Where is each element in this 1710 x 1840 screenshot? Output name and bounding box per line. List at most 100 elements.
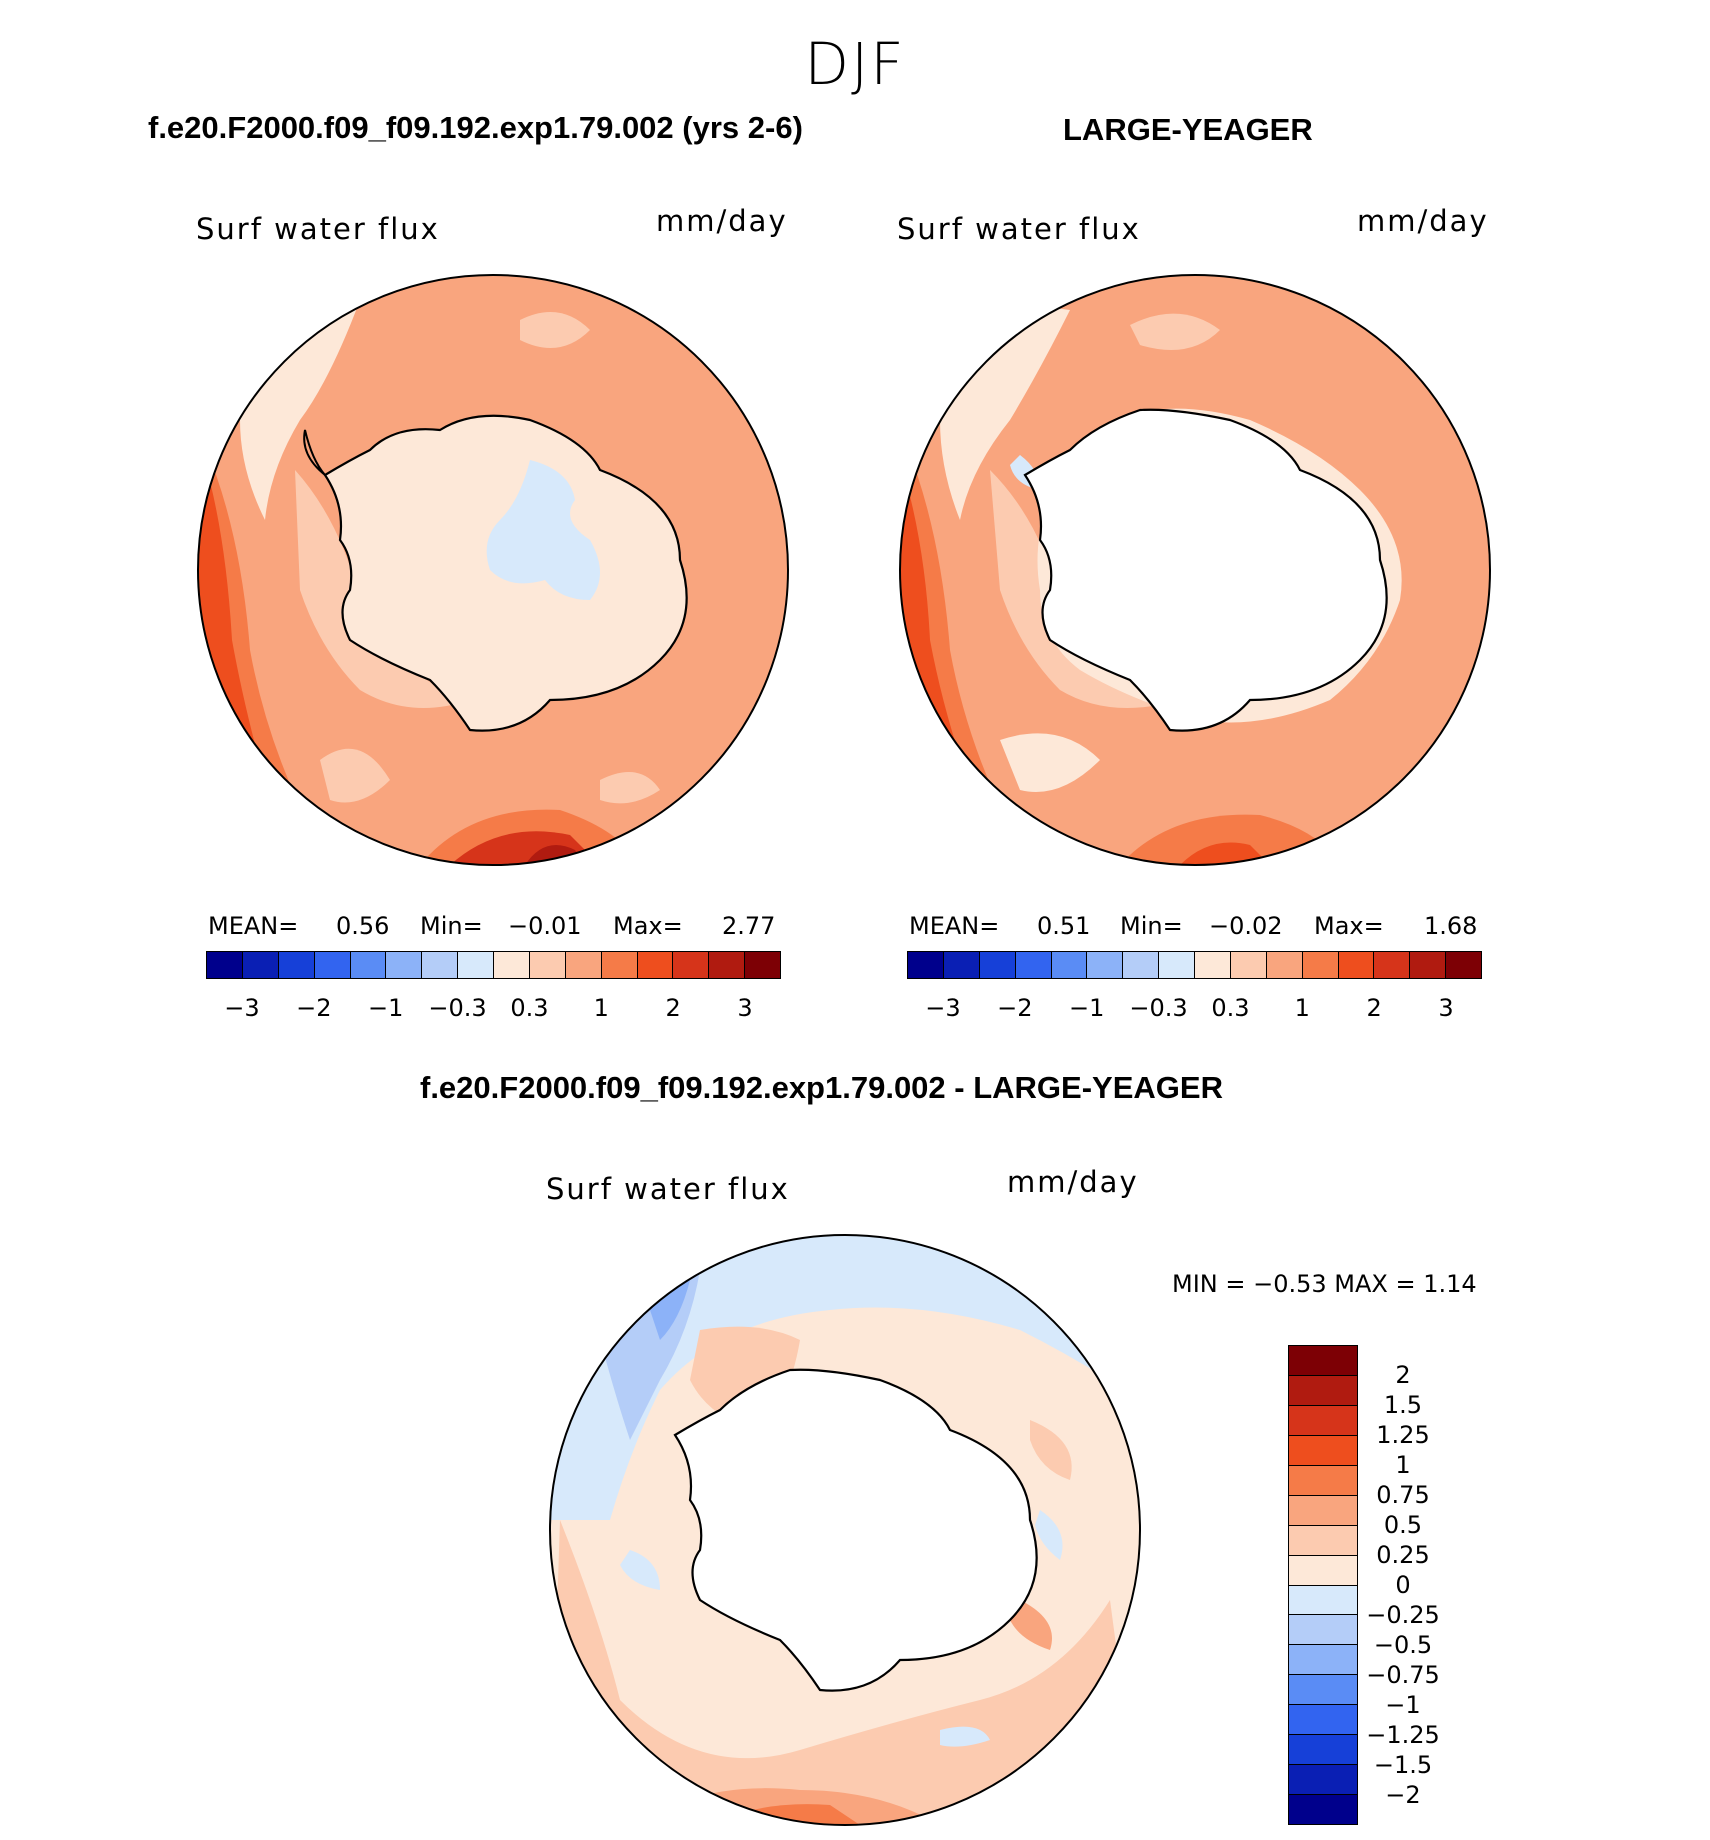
left-colorbar-swatch-5 [386,952,423,978]
diff-units-label: mm/day [1007,1165,1139,1199]
right-colorbar-swatch-9 [1230,952,1267,978]
difference-colorbar-tick-10: −0.75 [1366,1661,1440,1689]
left-colorbar-swatch-1 [242,952,279,978]
right-colorbar-tick-5: 1 [1295,994,1310,1022]
difference-colorbar-tick-6: 0.25 [1376,1541,1430,1569]
right-colorbar-ticks: −3 −2 −1 −0.3 0.3 1 2 3 [925,994,1453,1022]
left-colorbar-tick-6: 2 [666,994,681,1022]
right-min-label: Min= [1120,912,1183,940]
difference-colorbar-tick-14: −2 [1385,1781,1421,1809]
left-colorbar-swatch-0 [207,952,243,978]
left-colorbar-swatch-9 [529,952,566,978]
difference-colorbar-tick-11: −1 [1385,1691,1421,1719]
right-colorbar-tick-2: −1 [1069,994,1104,1022]
right-colorbar-swatch-14 [1410,952,1447,978]
right-units-label: mm/day [1357,204,1489,238]
left-colorbar-tick-0: −3 [224,994,259,1022]
difference-colorbar-swatch-15 [1289,1795,1357,1824]
left-colorbar-swatch-14 [709,952,746,978]
right-colorbar-swatch-10 [1266,952,1303,978]
left-colorbar-tick-1: −2 [296,994,331,1022]
left-mean-label: MEAN= [208,912,299,940]
difference-colorbar-swatch-4 [1289,1465,1357,1496]
difference-colorbar-swatch-3 [1289,1435,1357,1466]
difference-colorbar-swatch-2 [1289,1405,1357,1436]
right-min-value: −0.02 [1209,912,1283,940]
left-colorbar-swatch-11 [601,952,638,978]
difference-colorbar-swatch-13 [1289,1735,1357,1766]
difference-colorbar-swatch-11 [1289,1675,1357,1706]
left-colorbar-tick-7: 3 [737,994,752,1022]
left-min-label: Min= [420,912,483,940]
left-colorbar-ticks: −3 −2 −1 −0.3 0.3 1 2 3 [224,994,752,1022]
difference-colorbar-swatch-0 [1289,1346,1357,1376]
difference-colorbar-tick-7: 0 [1395,1571,1411,1599]
right-colorbar-swatch-6 [1123,952,1160,978]
left-colorbar-swatch-10 [565,952,602,978]
left-max-value: 2.77 [722,912,776,940]
difference-colorbar-swatch-10 [1289,1645,1357,1676]
right-panel-title: LARGE-YEAGER [1063,112,1313,147]
left-colorbar-tick-4: 0.3 [510,994,548,1022]
difference-colorbar-swatch-12 [1289,1705,1357,1736]
left-colorbar-swatch-4 [350,952,387,978]
right-variable-label: Surf water flux [897,212,1141,246]
right-colorbar-swatch-12 [1338,952,1375,978]
left-colorbar-swatch-13 [673,952,710,978]
right-colorbar-swatch-13 [1374,952,1411,978]
left-colorbar-swatch-3 [314,952,351,978]
left-panel-title: f.e20.F2000.f09_f09.192.exp1.79.002 (yrs… [148,110,803,145]
left-units-label: mm/day [656,204,788,238]
right-colorbar-swatch-0 [908,952,944,978]
difference-colorbar-tick-12: −1.25 [1366,1721,1440,1749]
diff-minmax-label: MIN = −0.53 MAX = 1.14 [1172,1270,1477,1298]
difference-colorbar-swatch-5 [1289,1495,1357,1526]
difference-colorbar-tick-0: 2 [1395,1361,1411,1389]
right-colorbar-swatch-5 [1087,952,1124,978]
left-mean-value: 0.56 [336,912,390,940]
right-colorbar-tick-0: −3 [925,994,960,1022]
right-colorbar-swatch-4 [1051,952,1088,978]
difference-colorbar-tick-2: 1.25 [1376,1421,1430,1449]
left-colorbar-tick-3: −0.3 [428,994,486,1022]
right-max-value: 1.68 [1424,912,1478,940]
difference-colorbar-swatch-6 [1289,1525,1357,1556]
difference-colorbar-tick-13: −1.5 [1373,1751,1433,1779]
right-colorbar-tick-4: 0.3 [1211,994,1249,1022]
left-colorbar-swatch-12 [637,952,674,978]
left-variable-label: Surf water flux [196,212,440,246]
left-map [198,275,788,865]
right-map [900,275,1490,865]
diff-variable-label: Surf water flux [546,1172,790,1206]
left-colorbar [206,951,781,979]
right-colorbar-tick-6: 2 [1367,994,1382,1022]
left-colorbar-swatch-2 [278,952,315,978]
season-title: DJF [804,30,906,98]
left-colorbar-swatch-8 [494,952,530,978]
right-colorbar-tick-3: −0.3 [1129,994,1187,1022]
right-mean-value: 0.51 [1037,912,1091,940]
right-colorbar-swatch-15 [1446,952,1481,978]
difference-colorbar-tick-5: 0.5 [1383,1511,1423,1539]
difference-colorbar-tick-1: 1.5 [1383,1391,1423,1419]
left-min-value: −0.01 [508,912,582,940]
difference-colorbar-tick-4: 0.75 [1376,1481,1430,1509]
right-colorbar-swatch-2 [979,952,1016,978]
right-colorbar-tick-7: 3 [1438,994,1453,1022]
right-max-label: Max= [1314,912,1384,940]
left-colorbar-swatch-15 [745,952,780,978]
difference-map [550,1235,1140,1825]
right-mean-label: MEAN= [909,912,1000,940]
difference-colorbar-swatch-9 [1289,1615,1357,1646]
difference-colorbar-swatch-14 [1289,1765,1357,1796]
right-colorbar-swatch-11 [1302,952,1339,978]
difference-colorbar-swatch-1 [1289,1375,1357,1406]
right-colorbar-swatch-3 [1015,952,1052,978]
left-colorbar-swatch-6 [422,952,459,978]
left-colorbar-tick-5: 1 [594,994,609,1022]
difference-colorbar-swatch-8 [1289,1585,1357,1616]
difference-panel-title: f.e20.F2000.f09_f09.192.exp1.79.002 - LA… [420,1070,1223,1105]
right-colorbar-swatch-1 [943,952,980,978]
right-colorbar [907,951,1482,979]
